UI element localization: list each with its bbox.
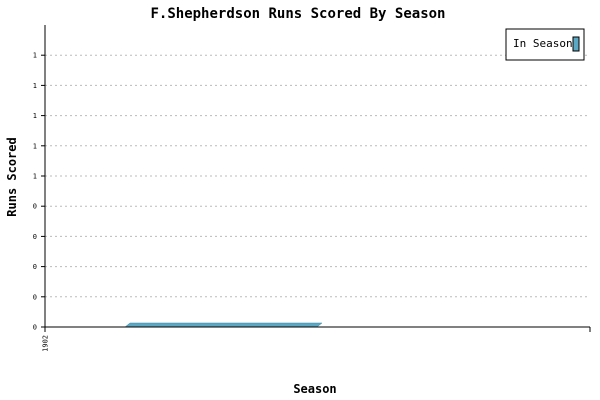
y-tick-label: 1 (33, 173, 37, 181)
y-tick-label: 0 (33, 263, 37, 271)
axes (44, 25, 591, 332)
x-axis-title: Season (293, 382, 336, 396)
legend-box (505, 28, 585, 61)
y-tick-label: 0 (33, 203, 37, 211)
x-tick-label: 1902 (42, 335, 50, 352)
y-tick-label: 1 (33, 112, 37, 120)
grid (45, 54, 590, 298)
y-tick-label: 0 (33, 293, 37, 301)
y-axis-title: Runs Scored (5, 137, 19, 216)
y-tick-labels: 0 0 0 0 0 1 1 1 1 1 (33, 52, 45, 332)
legend-swatch (572, 36, 580, 52)
x-tick-labels: 1902 (42, 327, 50, 352)
legend-label: In Season (513, 37, 573, 50)
y-tick-label: 1 (33, 142, 37, 150)
bars (124, 322, 323, 328)
y-tick-label: 1 (33, 52, 37, 60)
legend: In Season (505, 28, 585, 61)
chart-title: F.Shepherdson Runs Scored By Season (150, 6, 445, 22)
bar (124, 322, 323, 328)
y-tick-label: 0 (33, 324, 37, 332)
y-tick-label: 0 (33, 233, 37, 241)
y-tick-label: 1 (33, 82, 37, 90)
